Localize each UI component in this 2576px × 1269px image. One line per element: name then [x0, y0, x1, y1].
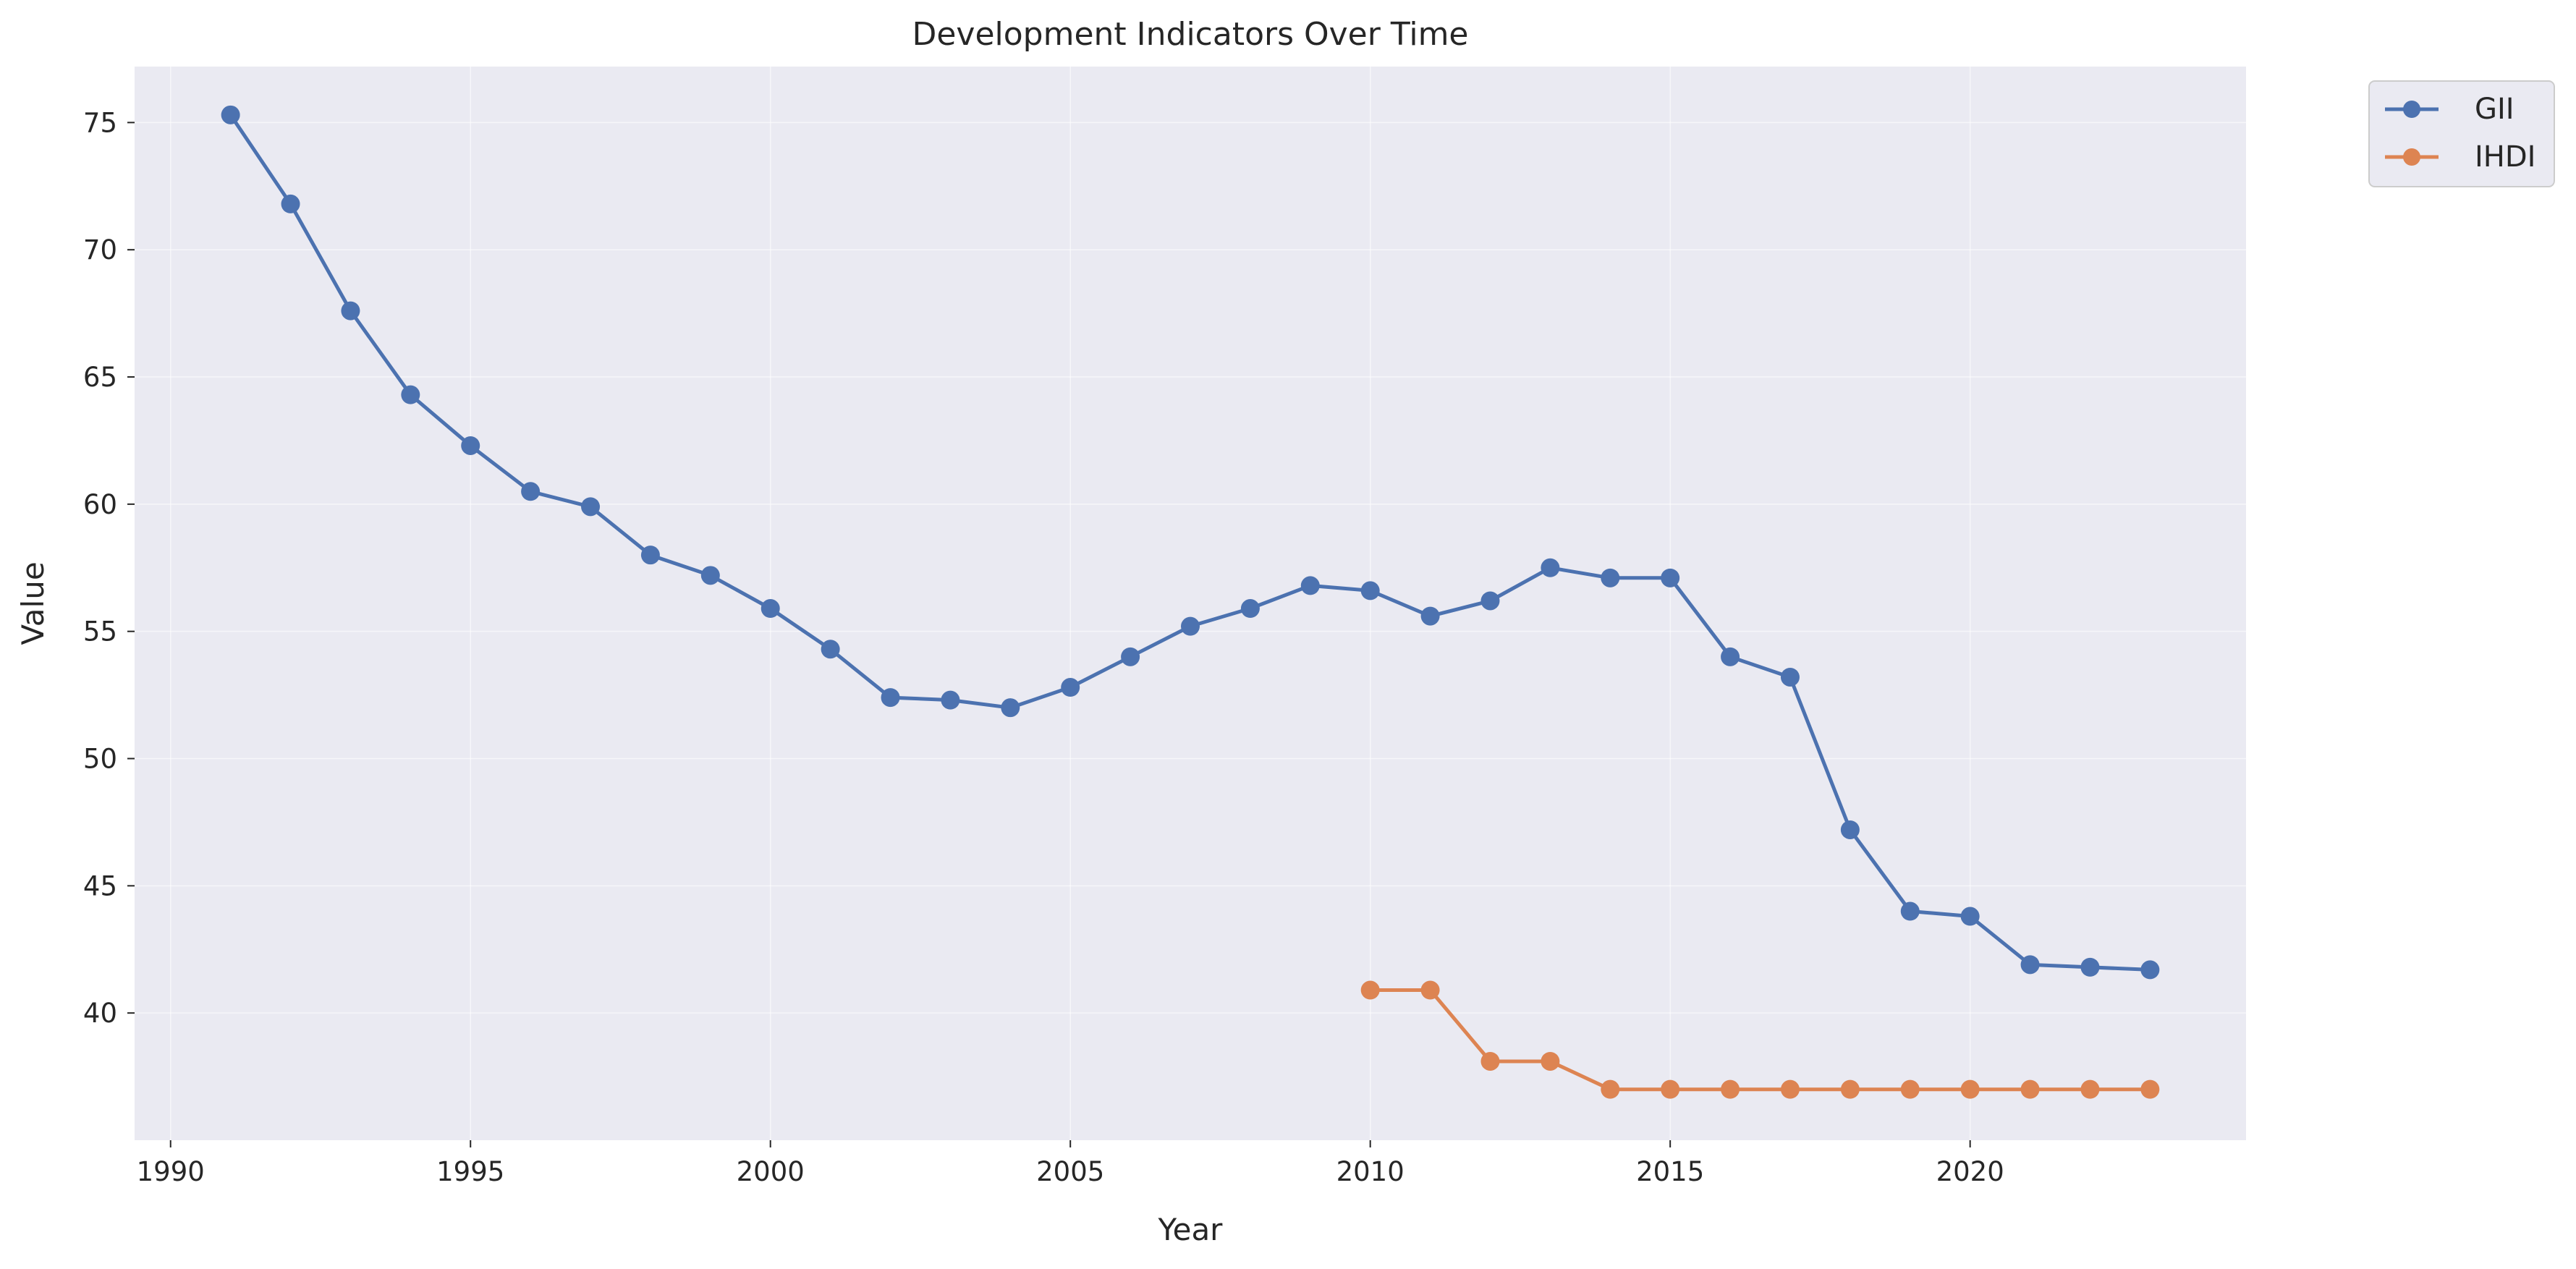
data-point-ihdi-2015 — [1661, 1079, 1680, 1099]
data-point-gii-2016 — [1721, 647, 1740, 666]
data-point-gii-2017 — [1780, 667, 1800, 687]
series-line-ihdi — [1370, 988, 2151, 1092]
data-point-ihdi-2020 — [1960, 1079, 1980, 1099]
x-tick-label-2000: 2000 — [737, 1156, 805, 1187]
data-point-gii-2001 — [821, 640, 840, 659]
y-tick-label-65: 65 — [83, 362, 117, 393]
data-point-ihdi-2010 — [1360, 980, 1380, 1000]
data-point-gii-2003 — [941, 690, 960, 710]
y-tick-label-75: 75 — [83, 107, 117, 138]
data-point-gii-2022 — [2080, 957, 2100, 977]
x-tick-label-2015: 2015 — [1636, 1156, 1704, 1187]
legend-marker-ihdi — [2403, 148, 2420, 166]
data-point-gii-2023 — [2140, 960, 2160, 980]
chart-title: Development Indicators Over Time — [912, 16, 1468, 53]
data-point-gii-1995 — [461, 436, 480, 455]
data-point-gii-2012 — [1480, 591, 1500, 611]
y-tick-label-45: 45 — [83, 870, 117, 901]
data-point-gii-2010 — [1360, 581, 1380, 600]
x-tick-label-2020: 2020 — [1936, 1156, 2004, 1187]
data-point-ihdi-2016 — [1721, 1079, 1740, 1099]
data-point-gii-2021 — [2020, 955, 2040, 975]
x-tick-label-1990: 1990 — [137, 1156, 205, 1187]
legend-entry-gii: GII — [2385, 93, 2514, 126]
data-point-ihdi-2023 — [2140, 1079, 2160, 1099]
legend-entry-ihdi: IHDI — [2385, 140, 2535, 174]
y-axis-ticks: 40 45 50 55 60 65 70 75 — [83, 107, 135, 1029]
data-point-gii-2007 — [1181, 616, 1200, 636]
data-point-ihdi-2011 — [1420, 980, 1440, 1000]
data-point-gii-2020 — [1960, 907, 1980, 926]
series-gii — [221, 105, 2160, 980]
data-point-gii-2019 — [1900, 901, 1920, 921]
data-point-gii-2005 — [1061, 678, 1080, 697]
y-axis-label: Value — [15, 561, 51, 645]
y-tick-label-50: 50 — [83, 744, 117, 775]
legend-label-ihdi: IHDI — [2475, 140, 2535, 174]
x-axis-ticks: 1990 1995 2000 2005 2010 2015 2020 — [137, 1140, 2004, 1187]
data-point-ihdi-2021 — [2020, 1079, 2040, 1099]
data-point-gii-1994 — [401, 385, 420, 404]
x-tick-label-2010: 2010 — [1336, 1156, 1404, 1187]
x-tick-label-1995: 1995 — [436, 1156, 504, 1187]
y-tick-label-55: 55 — [83, 616, 117, 648]
data-point-gii-2013 — [1541, 558, 1560, 577]
grid — [135, 67, 2246, 1140]
data-point-gii-2004 — [1001, 698, 1020, 718]
data-point-gii-2014 — [1601, 568, 1620, 587]
data-point-gii-2006 — [1121, 647, 1140, 666]
data-point-gii-2015 — [1661, 568, 1680, 587]
data-point-gii-1992 — [281, 194, 300, 213]
series-layer — [221, 105, 2160, 1099]
legend-marker-gii — [2403, 101, 2420, 118]
data-point-gii-1997 — [581, 497, 601, 517]
data-point-gii-2002 — [881, 688, 900, 708]
data-point-gii-1991 — [221, 105, 240, 124]
data-point-ihdi-2019 — [1900, 1079, 1920, 1099]
data-point-gii-2018 — [1840, 820, 1860, 839]
data-point-gii-1996 — [521, 482, 541, 501]
data-point-gii-2008 — [1240, 599, 1260, 619]
legend-label-gii: GII — [2475, 93, 2514, 126]
y-tick-label-70: 70 — [83, 234, 117, 266]
x-axis-label: Year — [1158, 1212, 1224, 1247]
data-point-ihdi-2017 — [1780, 1079, 1800, 1099]
data-point-gii-1999 — [700, 566, 720, 585]
data-point-ihdi-2012 — [1480, 1051, 1500, 1071]
plot-background — [135, 67, 2246, 1140]
data-point-gii-2000 — [760, 599, 780, 619]
data-point-ihdi-2018 — [1840, 1079, 1860, 1099]
data-point-ihdi-2013 — [1541, 1051, 1560, 1071]
data-point-gii-2011 — [1420, 606, 1440, 626]
data-point-gii-2009 — [1300, 576, 1320, 595]
series-ihdi — [1360, 980, 2160, 1099]
x-tick-label-2005: 2005 — [1036, 1156, 1104, 1187]
data-point-ihdi-2022 — [2080, 1079, 2100, 1099]
y-tick-label-60: 60 — [83, 489, 117, 520]
data-point-gii-1993 — [341, 301, 360, 321]
legend: GII IHDI — [2368, 80, 2555, 187]
y-tick-label-40: 40 — [83, 998, 117, 1029]
data-point-ihdi-2014 — [1601, 1079, 1620, 1099]
data-point-gii-1998 — [640, 546, 660, 565]
